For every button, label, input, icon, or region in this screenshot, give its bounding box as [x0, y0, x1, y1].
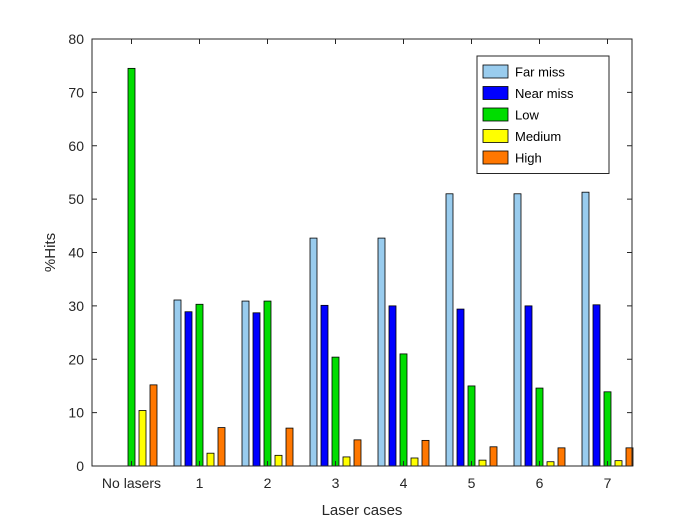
x-tick-label-6: 6	[536, 475, 544, 491]
x-tick-label-7: 7	[604, 475, 612, 491]
bar-medium-6	[546, 461, 555, 467]
bar-medium-5	[478, 459, 487, 467]
bar-low-5	[467, 385, 476, 467]
y-tick-label-10: 10	[68, 405, 84, 421]
bar-medium-3	[342, 456, 351, 467]
legend-swatch-far-miss	[482, 64, 509, 79]
legend-swatch-medium	[482, 129, 509, 143]
bar-low-2	[263, 300, 272, 467]
y-tick-label-0: 0	[76, 458, 84, 474]
x-tick-labels: No lasers 1 2 3 4 5 6 7	[102, 475, 612, 491]
y-tick-label-40: 40	[68, 245, 84, 261]
y-tick-label-80: 80	[68, 31, 84, 47]
bar-far-miss-6	[513, 193, 522, 467]
bar-medium-7	[614, 460, 623, 467]
legend-label-high: High	[515, 151, 542, 166]
legend-swatch-high	[482, 150, 509, 165]
x-tick-label-2: 2	[264, 475, 272, 491]
bar-high-4	[421, 439, 430, 467]
bar-low-3	[331, 356, 340, 467]
bar-high-1	[217, 427, 226, 467]
bar-high-5	[489, 446, 498, 467]
y-tick-label-70: 70	[68, 84, 84, 100]
x-tick-label-5: 5	[468, 475, 476, 491]
tick-marks	[92, 38, 632, 467]
bar-medium-0	[138, 410, 147, 467]
bar-high-6	[557, 447, 566, 467]
bar-far-miss-7	[581, 191, 590, 467]
legend-label-near-miss: Near miss	[515, 86, 574, 101]
bar-high-3	[353, 439, 362, 467]
bar-near-miss-7	[592, 304, 601, 467]
y-tick-label-30: 30	[68, 298, 84, 314]
bar-near-miss-4	[388, 305, 397, 467]
bar-low-4	[399, 353, 408, 467]
bar-low-1	[195, 303, 204, 467]
bar-low-7	[603, 391, 612, 467]
x-tick-label-4: 4	[400, 475, 408, 491]
bar-far-miss-4	[377, 237, 386, 467]
x-tick-label-1: 1	[196, 475, 204, 491]
legend-label-far-miss: Far miss	[515, 65, 565, 80]
bar-medium-1	[206, 452, 215, 467]
legend-label-low: Low	[515, 108, 539, 123]
bar-low-6	[535, 387, 544, 467]
y-tick-label-20: 20	[68, 351, 84, 367]
bar-far-miss-2	[241, 300, 250, 467]
legend: Far miss Near miss Low Medium High	[476, 55, 610, 174]
bar-high-0	[149, 384, 158, 467]
bar-far-miss-5	[445, 193, 454, 467]
bar-low-0	[127, 67, 136, 467]
bar-near-miss-6	[524, 305, 533, 467]
x-tick-label-3: 3	[332, 475, 340, 491]
bar-near-miss-2	[252, 312, 261, 467]
bar-high-2	[285, 427, 294, 467]
x-axis-label: Laser cases	[322, 502, 403, 519]
bar-far-miss-3	[309, 237, 318, 467]
y-axis-label: %Hits	[42, 233, 59, 272]
y-tick-label-50: 50	[68, 191, 84, 207]
legend-label-medium: Medium	[515, 129, 561, 144]
bar-medium-2	[274, 454, 283, 467]
bar-far-miss-1	[173, 299, 182, 467]
bar-near-miss-3	[320, 304, 329, 467]
legend-swatch-near-miss	[482, 86, 509, 100]
y-tick-labels: 0 10 20 30 40 50 60 70 80	[68, 31, 84, 474]
x-tick-label-0: No lasers	[102, 475, 161, 491]
bar-medium-4	[410, 457, 419, 467]
bar-near-miss-5	[456, 308, 465, 467]
y-tick-label-60: 60	[68, 138, 84, 154]
bar-near-miss-1	[184, 311, 193, 467]
legend-swatch-low	[482, 107, 509, 122]
